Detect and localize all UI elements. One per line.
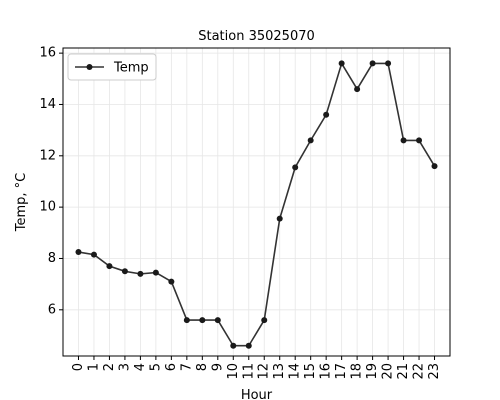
- y-tick-label: 14: [39, 97, 56, 112]
- legend-marker: [86, 64, 93, 70]
- data-point: [431, 163, 438, 170]
- data-point: [416, 137, 423, 144]
- plot-area: [62, 47, 451, 357]
- data-point: [369, 60, 376, 67]
- x-tick-label: 18: [350, 363, 365, 380]
- y-tick-label: 8: [48, 251, 56, 266]
- data-point: [183, 317, 190, 324]
- data-point: [90, 251, 97, 258]
- legend-box: [67, 53, 157, 81]
- data-point: [261, 317, 268, 324]
- series-layer: [75, 60, 438, 349]
- series-line-temp: [78, 61, 436, 347]
- data-point: [199, 317, 206, 324]
- x-axis-title: Hour: [241, 388, 273, 400]
- x-tick-label: 23: [427, 363, 442, 380]
- data-point: [276, 215, 283, 222]
- y-tick-label: 16: [39, 46, 56, 61]
- data-point: [214, 317, 221, 324]
- data-point: [168, 278, 175, 285]
- data-point: [121, 268, 128, 275]
- x-tick-label: 4: [133, 363, 148, 371]
- data-point: [230, 342, 237, 349]
- data-point: [323, 111, 330, 118]
- chart-title: Station 35025070: [198, 29, 315, 44]
- y-tick-label: 6: [48, 302, 56, 317]
- x-tick-label: 14: [288, 363, 303, 380]
- x-tick-label: 13: [272, 363, 287, 380]
- x-tick-label: 7: [179, 363, 194, 371]
- x-tick-label: 19: [365, 363, 380, 380]
- axis-ticks: 0 1 2 3 4 5 6 7 8 9 10 11 12 13 14 15 16 17 18 19 20 21 22 2368…: [39, 46, 442, 380]
- x-tick-label: 16: [319, 363, 334, 380]
- data-point: [307, 137, 314, 144]
- data-point: [385, 60, 392, 67]
- data-point: [106, 263, 113, 270]
- x-tick-label: 10: [226, 363, 241, 380]
- x-tick-label: 12: [257, 363, 272, 380]
- x-tick-label: 22: [412, 363, 427, 380]
- x-tick-label: 9: [210, 363, 225, 371]
- x-tick-label: 3: [117, 363, 132, 371]
- data-point: [354, 86, 361, 93]
- legend: Temp: [67, 53, 157, 81]
- data-point: [152, 269, 159, 276]
- data-point: [137, 270, 144, 277]
- legend-label: Temp: [113, 61, 149, 76]
- x-tick-label: 2: [102, 363, 117, 371]
- x-tick-label: 6: [164, 363, 179, 371]
- grid: [63, 48, 450, 356]
- x-tick-label: 20: [381, 363, 396, 380]
- data-point: [292, 164, 299, 171]
- x-tick-label: 8: [195, 363, 210, 371]
- data-point: [338, 60, 345, 67]
- x-tick-label: 15: [303, 363, 318, 380]
- x-tick-label: 11: [241, 363, 256, 380]
- x-tick-label: 21: [396, 363, 411, 380]
- y-tick-label: 12: [39, 148, 56, 163]
- x-tick-label: 0: [71, 363, 86, 371]
- y-axis-title: Temp, °C: [14, 173, 29, 233]
- data-point: [75, 249, 82, 256]
- y-tick-label: 10: [39, 200, 56, 215]
- x-tick-label: 5: [148, 363, 163, 371]
- x-tick-label: 1: [86, 363, 101, 371]
- data-point: [245, 342, 252, 349]
- x-tick-label: 17: [334, 363, 349, 380]
- data-point: [400, 137, 407, 144]
